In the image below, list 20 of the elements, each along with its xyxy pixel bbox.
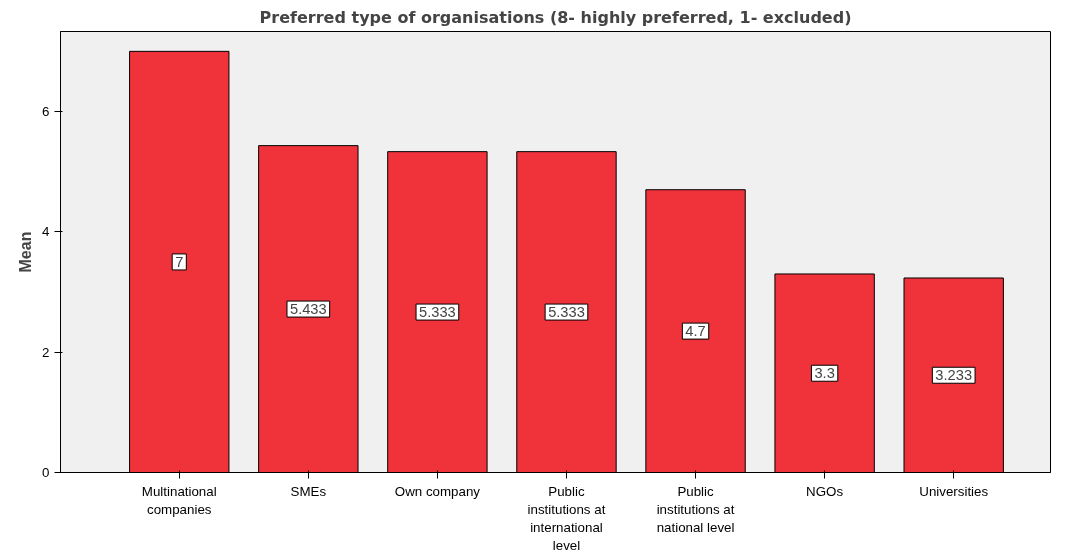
data-label: 3.233: [935, 367, 973, 384]
chart-title: Preferred type of organisations (8- highly preferred, 1- excluded): [259, 7, 852, 27]
x-tick-label: Public institutions at national level: [656, 483, 735, 535]
data-label: 7: [175, 253, 184, 270]
y-tick-label: 2: [42, 344, 50, 360]
y-tick-label: 4: [42, 224, 51, 240]
data-label: 5.333: [548, 304, 585, 321]
y-tick-label: 0: [42, 465, 50, 480]
y-tick-label: 6: [42, 104, 50, 120]
y-axis-title: Mean: [17, 231, 35, 273]
data-label: 5.433: [289, 301, 327, 318]
x-tick-label: Public institutions at international level: [527, 483, 606, 553]
x-tick-label: Multinational companies: [141, 483, 217, 517]
x-tick-label: SMEs: [290, 483, 327, 499]
data-label: 4.7: [685, 323, 706, 340]
x-tick-label: Universities: [919, 483, 989, 499]
x-tick-label: Own company: [394, 483, 481, 499]
x-tick-label: NGOs: [806, 483, 844, 499]
data-label: 3.3: [814, 365, 835, 382]
data-label: 5.333: [419, 304, 456, 321]
